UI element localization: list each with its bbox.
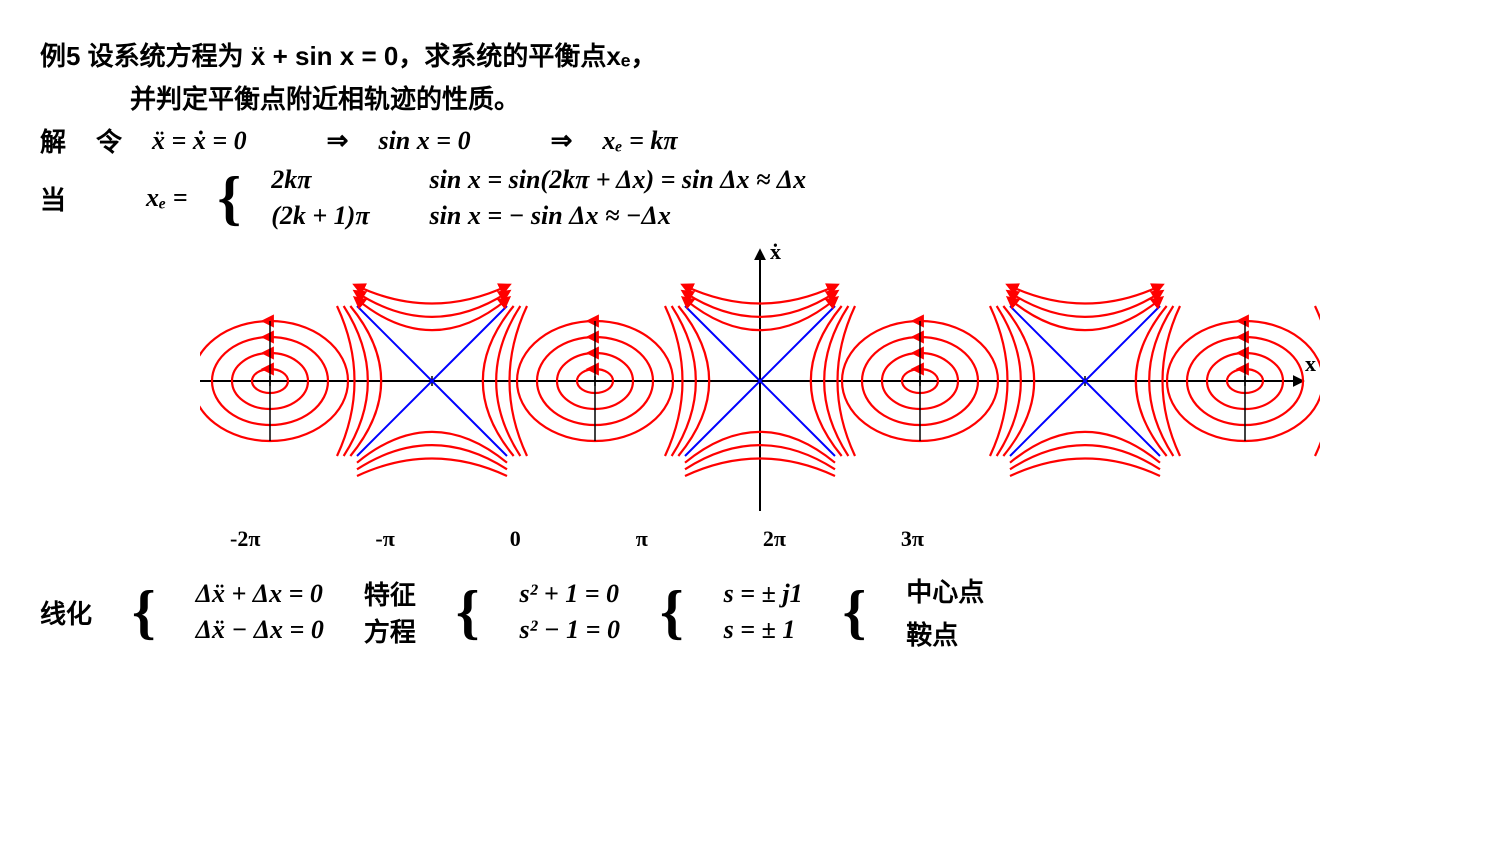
x-axis-ticks: -2π -π 0 π 2π 3π [230, 526, 1447, 552]
char-label-1: 特征 [364, 575, 416, 612]
root-eqs: s = ± j1 s = ± 1 [724, 579, 803, 645]
tick--2pi: -2π [230, 526, 260, 552]
example-title-line1: 例5 设系统方程为 ẍ + sin x = 0，求系统的平衡点xₑ， [40, 36, 1447, 73]
char-eq-1: s² + 1 = 0 [520, 579, 620, 609]
svg-text:ẋ: ẋ [770, 241, 781, 264]
tick-0: 0 [510, 526, 521, 552]
xe-equals: xₑ = [146, 183, 188, 213]
let-label: 令 [96, 122, 122, 159]
arrow-2: ⇒ [551, 126, 573, 156]
linearize-label: 线化 [40, 594, 92, 631]
tick-pi: π [636, 526, 648, 552]
case-2kpi: 2kπ [271, 165, 369, 195]
brace-char: { [456, 588, 480, 636]
xe-cases: 2kπ (2k + 1)π [271, 165, 369, 231]
root-2: s = ± 1 [724, 615, 803, 645]
tick--pi: -π [375, 526, 394, 552]
lin-eqs: Δẍ + Δx = 0 Δẍ − Δx = 0 [196, 579, 324, 645]
case-2k1pi: (2k + 1)π [271, 201, 369, 231]
linearization-row: 线化 { Δẍ + Δx = 0 Δẍ − Δx = 0 特征 方程 { s² … [40, 572, 1447, 652]
sin-expand-2: sin x = − sin Δx ≈ −Δx [430, 201, 807, 231]
char-eqs: s² + 1 = 0 s² − 1 = 0 [520, 579, 620, 645]
sol-label: 解 [40, 122, 66, 159]
eq-sinx: sin x = 0 [378, 126, 470, 156]
solution-row-1: 解 令 ẍ = ẋ = 0 ⇒ sin x = 0 ⇒ xₑ = kπ [40, 122, 1447, 159]
eq-xe: xₑ = kπ [602, 126, 677, 156]
point-types: 中心点 鞍点 [906, 572, 984, 652]
title-text-2: 并判定平衡点附近相轨迹的性质。 [130, 84, 520, 114]
brace-roots: { [660, 588, 684, 636]
lin-eq-2: Δẍ − Δx = 0 [196, 615, 324, 645]
title-text-1: 例5 设系统方程为 ẍ + sin x = 0，求系统的平衡点xₑ， [40, 41, 657, 71]
tick-2pi: 2π [763, 526, 786, 552]
arrow-1: ⇒ [327, 126, 349, 156]
sin-expansions: sin x = sin(2kπ + Δx) = sin Δx ≈ Δx sin … [430, 165, 807, 231]
type-saddle: 鞍点 [906, 615, 984, 652]
brace-lin: { [132, 588, 156, 636]
when-label: 当 [40, 180, 66, 217]
brace-types: { [843, 588, 867, 636]
lin-eq-1: Δẍ + Δx = 0 [196, 579, 324, 609]
phase-portrait-diagram: ẋx [200, 241, 1320, 521]
example-title-line2: 并判定平衡点附近相轨迹的性质。 [40, 79, 1447, 116]
type-center: 中心点 [906, 572, 984, 609]
root-1: s = ± j1 [724, 579, 803, 609]
brace-left-1: { [218, 174, 242, 222]
cases-row: 当 xₑ = { 2kπ (2k + 1)π sin x = sin(2kπ +… [40, 165, 1447, 231]
eq-xddot: ẍ = ẋ = 0 [152, 126, 247, 156]
char-label-2: 方程 [364, 612, 416, 649]
char-eq-2: s² − 1 = 0 [520, 615, 620, 645]
char-label: 特征 方程 [364, 575, 416, 649]
sin-expand-1: sin x = sin(2kπ + Δx) = sin Δx ≈ Δx [430, 165, 807, 195]
tick-3pi: 3π [901, 526, 924, 552]
